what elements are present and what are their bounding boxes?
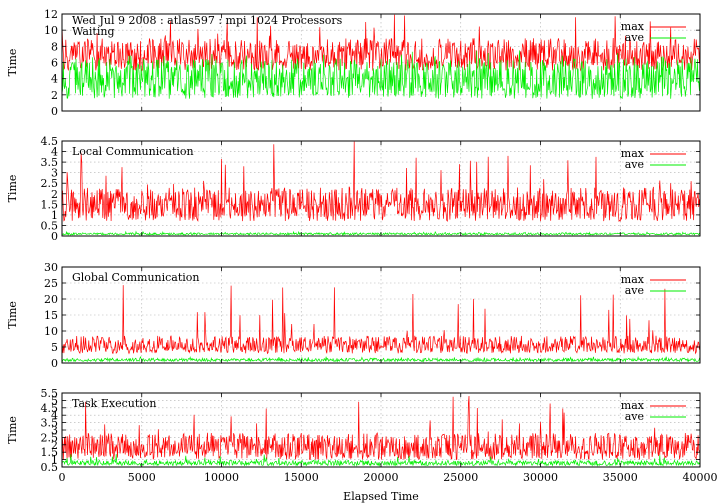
y-tick-label: 2.5 [41,431,59,444]
chart-title: Wed Jul 9 2008 : atlas597 : mpi 1024 Pro… [72,14,343,27]
chart-panel-3: 0 5 10 15 20 25 30 Time Global Communication maxa… [6,261,701,370]
panel-annotation: Local Communication [72,145,194,158]
y-tick-label: 6 [51,57,58,70]
legend-label-max: max [621,399,645,412]
series-line-max [61,395,701,460]
y-tick-label: 20 [44,293,58,306]
y-tick-label: 1.5 [41,446,59,459]
series-line-max [61,141,701,223]
legend-label-ave: ave [625,158,644,171]
y-tick-label: 0.5 [41,461,59,474]
chart-panel-4: 0.511.522.533.544.555.5 0 5000 10000 15000 20… [6,387,718,503]
y-tick-label: 30 [44,261,58,274]
chart-panel-1: 0 2 4 6 8 10 12 Time Wed Jul 9 2008 : atlas597 :… [6,8,701,118]
y-tick-label: 5 [51,394,58,407]
y-axis-label: Time [6,416,19,444]
y-tick-label: 3.5 [41,156,59,169]
y-tick-label: 5 [51,341,58,354]
y-tick-label: 12 [44,8,58,21]
y-tick-label: 25 [44,277,58,290]
y-tick-label: 4 [51,146,58,159]
chart-panel-2: 00.511.522.533.544.5 Time Local Communicat… [6,135,701,243]
series-line-ave [61,50,701,100]
y-tick-label: 4 [51,73,58,86]
y-axis-label: Time [6,301,19,329]
x-tick-label: 30000 [523,471,558,484]
y-tick-label: 3.5 [41,417,59,430]
y-tick-label: 0.5 [41,219,59,232]
y-tick-label: 4.5 [41,135,59,148]
y-axis-label: Time [6,49,19,77]
x-tick-label: 15000 [284,471,319,484]
legend-label-max: max [621,147,645,160]
legend-label-max: max [621,20,645,33]
y-tick-label: 1 [51,454,58,467]
legend-label-ave: ave [625,31,644,44]
y-tick-label: 4.5 [41,402,59,415]
x-tick-label: 25000 [443,471,478,484]
y-tick-label: 1 [51,209,58,222]
y-tick-label: 2 [51,89,58,102]
y-tick-label: 15 [44,309,58,322]
legend-label-max: max [621,273,645,286]
x-tick-label: 40000 [683,471,718,484]
x-tick-label: 35000 [603,471,638,484]
y-tick-label: 8 [51,40,58,53]
y-tick-label: 10 [44,325,58,338]
y-tick-label: 5.5 [41,387,59,400]
y-tick-label: 2.5 [41,177,59,190]
y-tick-label: 3 [51,167,58,180]
x-axis-label: Elapsed Time [343,490,419,503]
y-tick-label: 2 [51,188,58,201]
legend-label-ave: ave [625,410,644,423]
legend-label-ave: ave [625,284,644,297]
x-tick-label: 5000 [128,471,156,484]
series-line-max [61,14,701,72]
y-tick-label: 3 [51,424,58,437]
x-tick-label: 20000 [364,471,399,484]
x-tick-label: 0 [59,471,66,484]
y-tick-label: 10 [44,24,58,37]
x-tick-label: 10000 [204,471,239,484]
panel-annotation: Global Communication [72,271,200,284]
panel-annotation: Waiting [72,25,115,38]
y-tick-label: 2 [51,439,58,452]
y-tick-label: 0 [51,105,58,118]
series-line-max [61,285,701,355]
y-tick-label: 0 [51,357,58,370]
y-axis-label: Time [6,175,19,203]
y-tick-label: 1.5 [41,198,59,211]
panel-annotation: Task Execution [72,397,156,410]
y-tick-label: 4 [51,409,58,422]
y-tick-label: 0 [51,230,58,243]
